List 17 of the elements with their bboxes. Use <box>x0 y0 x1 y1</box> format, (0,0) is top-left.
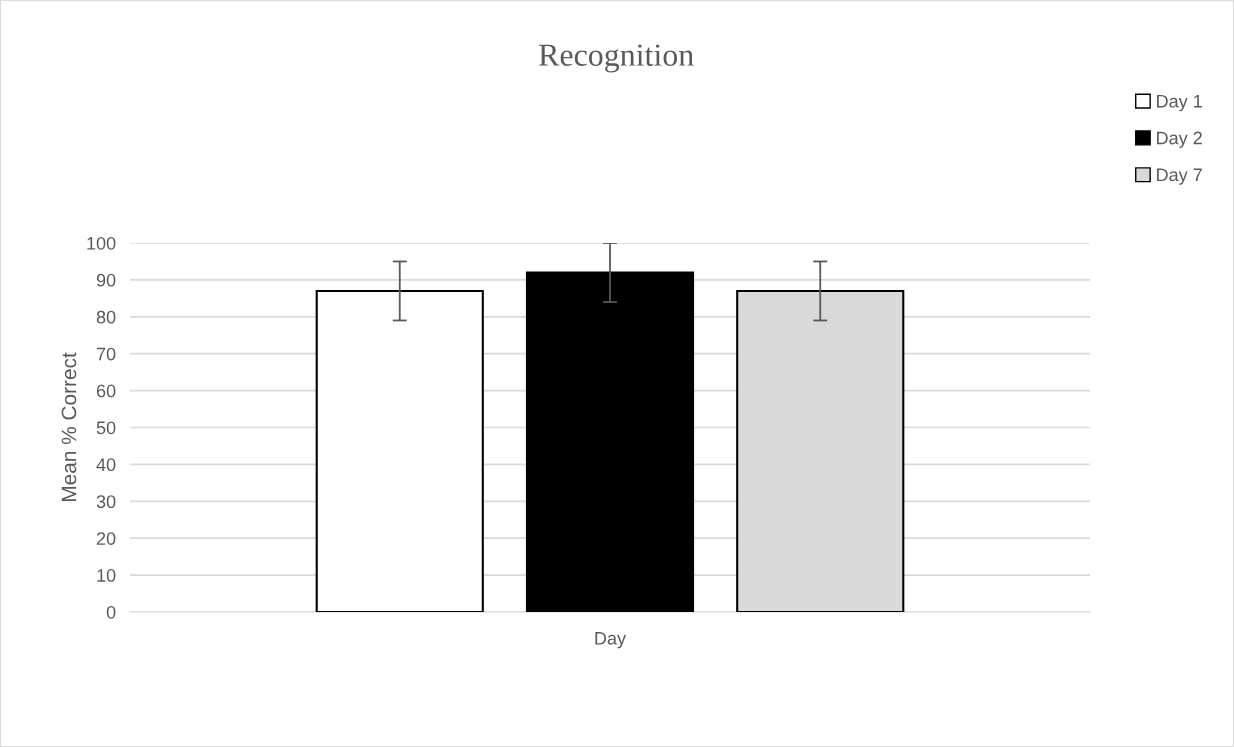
y-tick-label: 40 <box>96 458 116 472</box>
legend-label: Day 1 <box>1157 95 1202 112</box>
y-axis-title: Mean % Correct <box>61 352 77 502</box>
chart-title: Recognition <box>539 44 694 73</box>
y-tick-label: 0 <box>106 605 116 619</box>
y-tick-label: 50 <box>96 421 116 435</box>
x-axis-title: Day <box>595 632 627 649</box>
legend-label: Day 2 <box>1157 131 1202 148</box>
y-tick-label: 80 <box>96 310 116 324</box>
y-tick-label: 60 <box>96 384 116 398</box>
y-tick-label: 70 <box>96 347 116 361</box>
y-tick-label: 100 <box>87 236 116 250</box>
legend-label: Day 7 <box>1157 168 1202 185</box>
y-tick-label: 30 <box>96 495 116 509</box>
y-tick-label: 10 <box>97 569 116 582</box>
y-tick-label: 20 <box>96 532 116 545</box>
y-tick-label: 90 <box>96 273 116 287</box>
